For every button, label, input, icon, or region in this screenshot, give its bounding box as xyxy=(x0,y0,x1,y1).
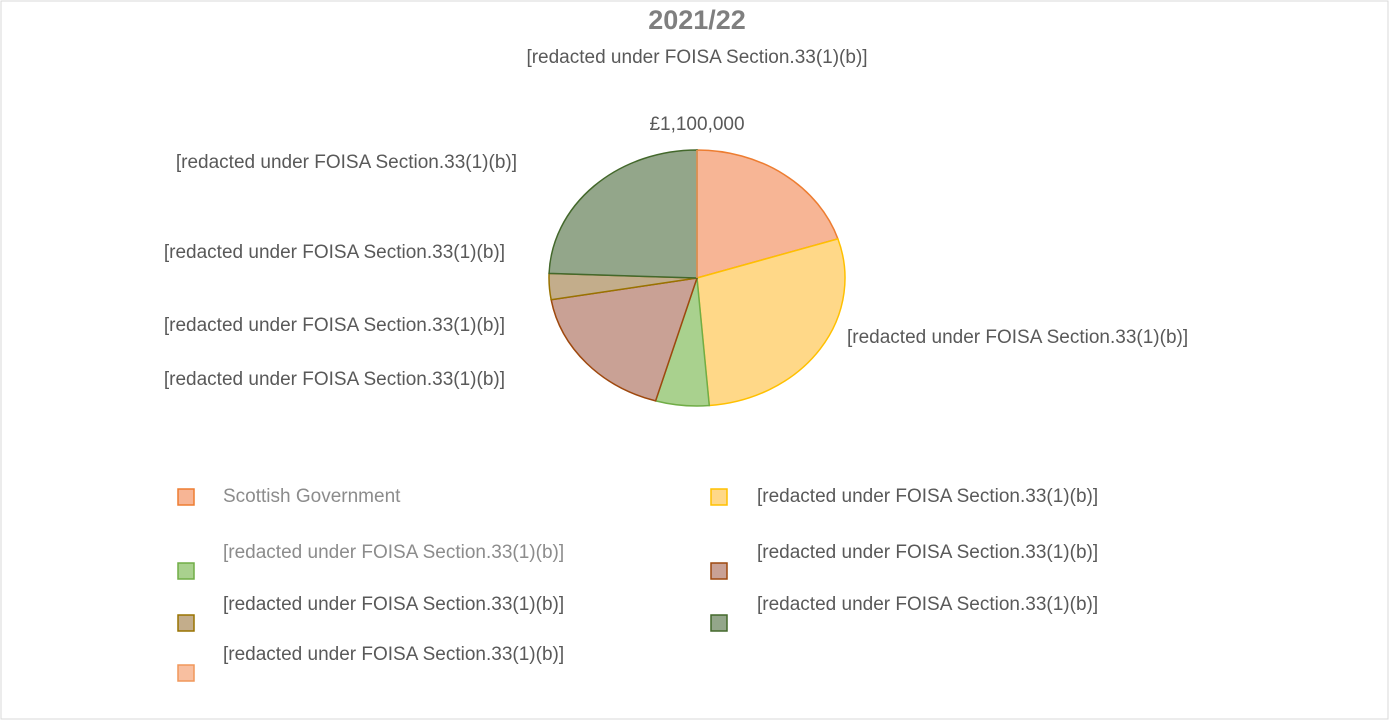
legend-label: [redacted under FOISA Section.33(1)(b)] xyxy=(757,542,1098,563)
pie-slice xyxy=(548,149,698,279)
legend-swatch xyxy=(710,488,728,506)
legend-label: [redacted under FOISA Section.33(1)(b)] xyxy=(757,486,1098,507)
data-label: £1,100,000 xyxy=(649,114,744,135)
legend-label: [redacted under FOISA Section.33(1)(b)] xyxy=(223,594,564,615)
pie-slice xyxy=(550,277,699,402)
pie-slice xyxy=(696,149,839,279)
pie-slice xyxy=(696,237,846,407)
legend-label: [redacted under FOISA Section.33(1)(b)] xyxy=(223,542,564,563)
data-label: [redacted under FOISA Section.33(1)(b)] xyxy=(847,327,1188,348)
data-label: [redacted under FOISA Section.33(1)(b)] xyxy=(176,152,517,173)
legend-swatch xyxy=(177,488,195,506)
legend-swatch xyxy=(177,614,195,632)
data-label: [redacted under FOISA Section.33(1)(b)] xyxy=(164,315,505,336)
chart-subtitle: [redacted under FOISA Section.33(1)(b)] xyxy=(526,47,867,68)
legend-swatch xyxy=(177,562,195,580)
legend-swatch xyxy=(710,562,728,580)
legend-label: [redacted under FOISA Section.33(1)(b)] xyxy=(757,594,1098,615)
legend-label: [redacted under FOISA Section.33(1)(b)] xyxy=(223,644,564,665)
data-label: [redacted under FOISA Section.33(1)(b)] xyxy=(164,369,505,390)
chart-title: 2021/22 xyxy=(648,5,746,35)
data-label: [redacted under FOISA Section.33(1)(b)] xyxy=(164,242,505,263)
legend-swatch xyxy=(710,614,728,632)
legend-label: Scottish Government xyxy=(223,486,401,507)
legend-swatch xyxy=(177,664,195,682)
